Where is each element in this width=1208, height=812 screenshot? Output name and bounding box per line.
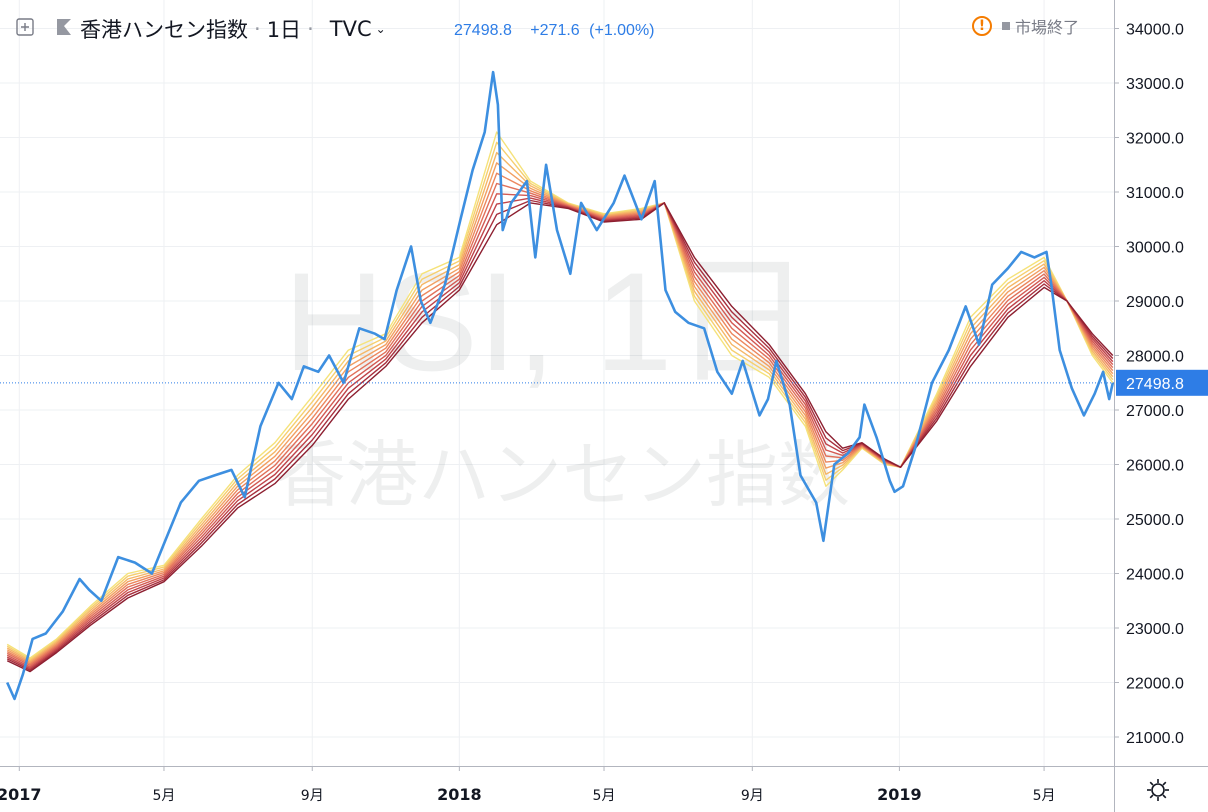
last-price-value: 27498.8 bbox=[454, 22, 512, 39]
time-axis-label: 9月 bbox=[301, 788, 324, 804]
market-status[interactable]: ! 市場終了 bbox=[972, 14, 1079, 38]
market-status-label: 市場終了 bbox=[1015, 18, 1080, 37]
price-axis[interactable]: 21000.0 22000.0 23000.0 24000.0 25000.0 26000… bbox=[1114, 0, 1184, 812]
exchange-selector[interactable]: TVC ⌄ bbox=[330, 17, 386, 41]
price-axis-label: 22000.0 bbox=[1126, 676, 1184, 693]
price-series bbox=[6, 70, 1115, 701]
time-axis-label: 2017 bbox=[0, 785, 42, 804]
price-axis-label: 21000.0 bbox=[1126, 730, 1184, 747]
price-axis-label: 29000.0 bbox=[1126, 294, 1184, 311]
price-axis-label: 26000.0 bbox=[1126, 458, 1184, 475]
price-axis-label: 31000.0 bbox=[1126, 185, 1184, 202]
moving-average-ribbon bbox=[6, 131, 1114, 673]
price-change-percent: (+1.00%) bbox=[589, 22, 655, 39]
moving-average-line bbox=[6, 131, 1114, 659]
chevron-down-icon: ⌄ bbox=[375, 22, 386, 36]
price-axis-label: 25000.0 bbox=[1126, 512, 1184, 529]
status-square-icon bbox=[1002, 22, 1010, 30]
moving-average-line bbox=[6, 172, 1114, 665]
time-axis-label: 2019 bbox=[877, 785, 922, 804]
price-axis-label: 23000.0 bbox=[1126, 621, 1184, 638]
quote-values: 27498.8 +271.6 (+1.00%) bbox=[454, 22, 669, 40]
time-axis-label: 9月 bbox=[741, 788, 764, 804]
watermark-description-text: 香港ハンセン指数 bbox=[274, 433, 850, 517]
flag-icon[interactable] bbox=[56, 17, 72, 41]
last-price-tag-label: 27498.8 bbox=[1126, 376, 1184, 393]
price-axis-label: 32000.0 bbox=[1126, 131, 1184, 148]
moving-average-line bbox=[6, 162, 1114, 664]
time-axis-label: 5月 bbox=[593, 788, 616, 804]
plus-square-icon[interactable] bbox=[16, 17, 34, 41]
separator-dot: · bbox=[307, 17, 314, 41]
legend-header: 香港ハンセン指数 · 1日 · TVC ⌄ bbox=[16, 14, 386, 44]
moving-average-line bbox=[6, 197, 1114, 670]
time-axis-label: 5月 bbox=[153, 788, 176, 804]
price-axis-label: 33000.0 bbox=[1126, 76, 1184, 93]
price-change-value: +271.6 bbox=[530, 22, 580, 39]
moving-average-line bbox=[6, 193, 1114, 668]
time-axis[interactable]: 2017 5月 9月 2018 5月 9月 2019 5月 bbox=[0, 766, 1208, 804]
warning-icon[interactable]: ! bbox=[972, 16, 992, 36]
separator-dot: · bbox=[254, 17, 261, 41]
gear-icon[interactable] bbox=[1144, 776, 1172, 804]
price-axis-label: 28000.0 bbox=[1126, 349, 1184, 366]
price-axis-label: 27000.0 bbox=[1126, 403, 1184, 420]
interval-label[interactable]: 1日 bbox=[266, 18, 302, 42]
price-axis-label: 30000.0 bbox=[1126, 240, 1184, 257]
moving-average-line bbox=[6, 182, 1114, 667]
time-axis-label: 5月 bbox=[1033, 788, 1056, 804]
moving-average-line bbox=[6, 199, 1114, 671]
last-price-tag: 27498.8 bbox=[1116, 369, 1208, 396]
exchange-label: TVC bbox=[329, 17, 372, 41]
price-axis-label: 34000.0 bbox=[1126, 22, 1184, 39]
moving-average-line bbox=[6, 141, 1114, 661]
watermark: HSI, 1日 香港ハンセン指数 bbox=[274, 243, 850, 517]
price-axis-label: 24000.0 bbox=[1126, 567, 1184, 584]
moving-average-line bbox=[6, 151, 1114, 662]
price-line bbox=[6, 70, 1115, 701]
time-axis-label: 2018 bbox=[437, 785, 482, 804]
symbol-title[interactable]: 香港ハンセン指数 bbox=[80, 18, 248, 42]
moving-average-line bbox=[6, 202, 1114, 673]
